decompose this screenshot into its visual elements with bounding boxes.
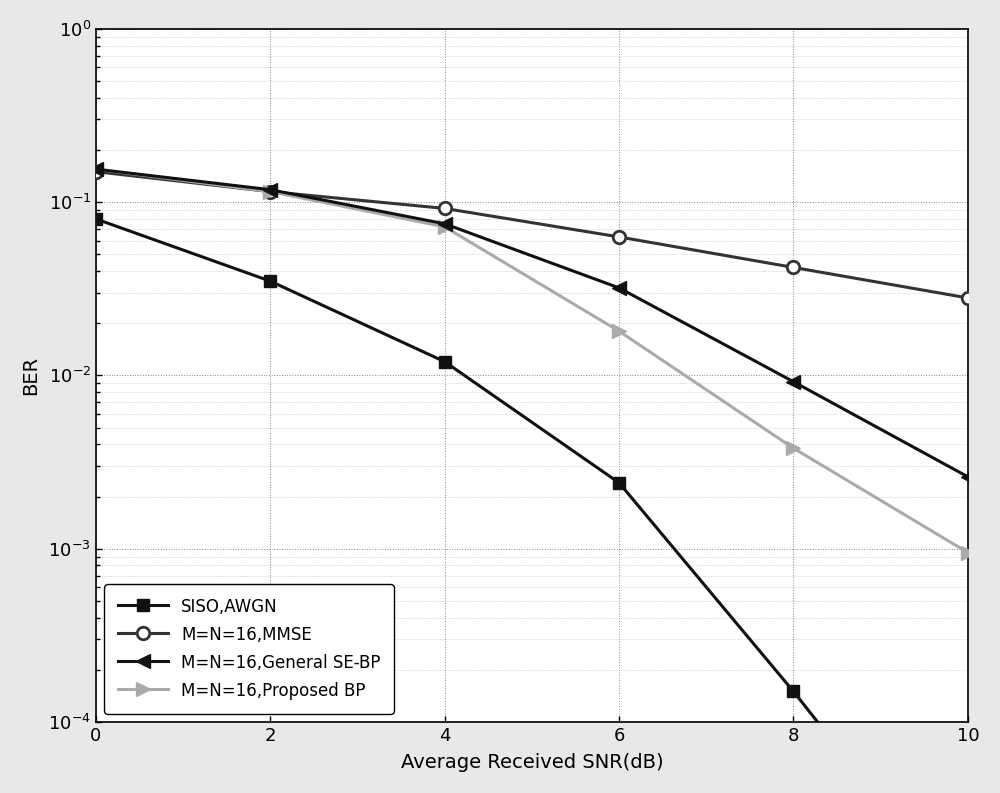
M=N=16,Proposed BP [613, 327, 625, 336]
M=N=16,Proposed BP [264, 187, 276, 197]
SISO,AWGN [264, 277, 276, 286]
Line: M=N=16,General SE-BP: M=N=16,General SE-BP [89, 163, 975, 484]
SISO,AWGN [613, 478, 625, 488]
M=N=16,Proposed BP [787, 443, 799, 453]
M=N=16,General SE-BP [264, 185, 276, 194]
M=N=16,Proposed BP [90, 164, 102, 174]
M=N=16,Proposed BP [962, 548, 974, 557]
Y-axis label: BER: BER [21, 356, 40, 395]
M=N=16,MMSE [613, 232, 625, 242]
Line: M=N=16,Proposed BP: M=N=16,Proposed BP [89, 163, 975, 560]
M=N=16,General SE-BP [787, 377, 799, 386]
M=N=16,General SE-BP [962, 472, 974, 481]
Line: SISO,AWGN: SISO,AWGN [90, 213, 973, 793]
SISO,AWGN [439, 357, 451, 366]
SISO,AWGN [90, 214, 102, 224]
Line: M=N=16,MMSE: M=N=16,MMSE [90, 166, 974, 305]
M=N=16,MMSE [264, 187, 276, 197]
M=N=16,General SE-BP [613, 283, 625, 293]
SISO,AWGN [787, 687, 799, 696]
M=N=16,General SE-BP [90, 164, 102, 174]
Legend: SISO,AWGN, M=N=16,MMSE, M=N=16,General SE-BP, M=N=16,Proposed BP: SISO,AWGN, M=N=16,MMSE, M=N=16,General S… [104, 584, 394, 714]
X-axis label: Average Received SNR(dB): Average Received SNR(dB) [401, 753, 663, 772]
M=N=16,Proposed BP [439, 222, 451, 232]
M=N=16,MMSE [787, 262, 799, 272]
M=N=16,MMSE [439, 204, 451, 213]
M=N=16,General SE-BP [439, 219, 451, 228]
M=N=16,MMSE [962, 293, 974, 303]
M=N=16,MMSE [90, 167, 102, 176]
